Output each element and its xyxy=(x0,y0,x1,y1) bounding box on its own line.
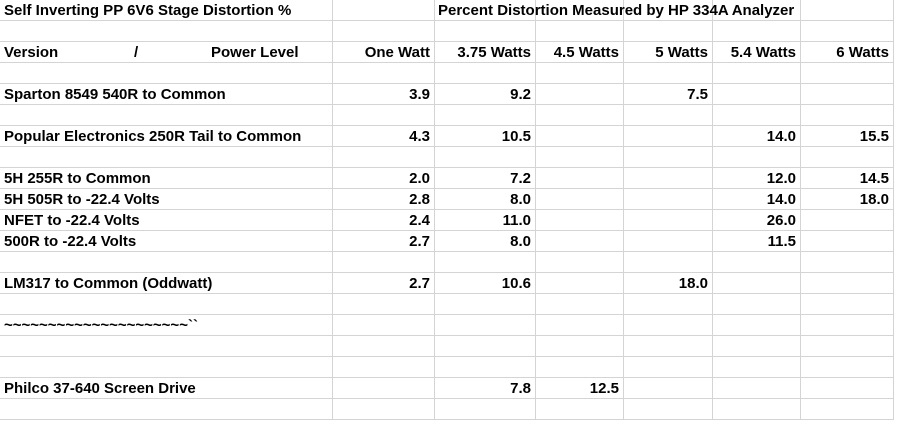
distortion-value[interactable]: 2.7 xyxy=(409,275,430,292)
grid-row-line xyxy=(0,188,893,189)
distortion-value[interactable]: 7.5 xyxy=(687,86,708,103)
row-label[interactable]: Philco 37-640 Screen Drive xyxy=(4,380,196,397)
distortion-value[interactable]: 2.4 xyxy=(409,212,430,229)
grid-row-line xyxy=(0,398,893,399)
row-label[interactable]: Sparton 8549 540R to Common xyxy=(4,86,226,103)
column-header[interactable]: One Watt xyxy=(364,44,430,61)
row-label[interactable]: Popular Electronics 250R Tail to Common xyxy=(4,128,302,145)
column-header[interactable]: 5 Watts xyxy=(655,44,708,61)
distortion-value[interactable]: 8.0 xyxy=(510,233,531,250)
grid-row-line xyxy=(0,251,893,252)
grid-row-line xyxy=(0,419,893,420)
distortion-value[interactable]: 8.0 xyxy=(510,191,531,208)
sheet-title[interactable]: Self Inverting PP 6V6 Stage Distortion % xyxy=(4,2,292,19)
distortion-value[interactable]: 11.5 xyxy=(767,233,796,250)
grid-column-line xyxy=(434,0,435,420)
distortion-value[interactable]: 11.0 xyxy=(502,212,531,229)
grid-column-line xyxy=(535,0,536,420)
grid-row-line xyxy=(0,356,893,357)
column-header[interactable]: 3.75 Watts xyxy=(457,44,531,61)
row-label[interactable]: 5H 255R to Common xyxy=(4,170,151,187)
distortion-value[interactable]: 14.5 xyxy=(859,170,889,187)
grid-column-line xyxy=(712,0,713,420)
row-label[interactable]: 5H 505R to -22.4 Volts xyxy=(4,191,160,208)
grid-row-line xyxy=(0,83,893,84)
grid-column-line xyxy=(893,0,894,420)
grid-row-line xyxy=(0,104,893,105)
row-label[interactable]: ~~~~~~~~~~~~~~~~~~~~~`` xyxy=(4,317,198,334)
header-power-level[interactable]: Power Level xyxy=(211,44,299,61)
distortion-value[interactable]: 14.0 xyxy=(766,128,796,145)
analyzer-title[interactable]: Percent Distortion Measured by HP 334A A… xyxy=(438,2,795,19)
grid-row-line xyxy=(0,377,893,378)
distortion-value[interactable]: 12.0 xyxy=(766,170,796,187)
distortion-value[interactable]: 26.0 xyxy=(766,212,796,229)
distortion-value[interactable]: 10.5 xyxy=(501,128,531,145)
column-header[interactable]: 4.5 Watts xyxy=(553,44,619,61)
distortion-value[interactable]: 2.8 xyxy=(409,191,430,208)
distortion-value[interactable]: 4.3 xyxy=(409,128,430,145)
grid-row-line xyxy=(0,314,893,315)
row-label[interactable]: LM317 to Common (Oddwatt) xyxy=(4,275,213,292)
distortion-value[interactable]: 12.5 xyxy=(589,380,619,397)
header-slash[interactable]: / xyxy=(134,44,139,61)
column-header[interactable]: 6 Watts xyxy=(836,44,889,61)
grid-row-line xyxy=(0,146,893,147)
distortion-value[interactable]: 2.7 xyxy=(409,233,430,250)
grid-row-line xyxy=(0,230,893,231)
grid-column-line xyxy=(332,0,333,420)
distortion-value[interactable]: 7.8 xyxy=(510,380,531,397)
column-header[interactable]: 5.4 Watts xyxy=(730,44,796,61)
grid-row-line xyxy=(0,125,893,126)
grid-row-line xyxy=(0,293,893,294)
grid-row-line xyxy=(0,209,893,210)
grid-row-line xyxy=(0,272,893,273)
distortion-value[interactable]: 15.5 xyxy=(859,128,889,145)
distortion-value[interactable]: 7.2 xyxy=(510,170,531,187)
grid-row-line xyxy=(0,62,893,63)
grid-row-line xyxy=(0,41,893,42)
grid-column-line xyxy=(623,0,624,420)
grid-row-line xyxy=(0,20,893,21)
grid-row-line xyxy=(0,167,893,168)
distortion-value[interactable]: 10.6 xyxy=(501,275,531,292)
distortion-value[interactable]: 18.0 xyxy=(859,191,889,208)
distortion-value[interactable]: 9.2 xyxy=(510,86,531,103)
row-label[interactable]: 500R to -22.4 Volts xyxy=(4,233,137,250)
distortion-value[interactable]: 3.9 xyxy=(409,86,430,103)
distortion-value[interactable]: 18.0 xyxy=(678,275,708,292)
grid-row-line xyxy=(0,335,893,336)
grid-column-line xyxy=(800,0,801,420)
row-label[interactable]: NFET to -22.4 Volts xyxy=(4,212,140,229)
distortion-value[interactable]: 14.0 xyxy=(766,191,796,208)
distortion-value[interactable]: 2.0 xyxy=(409,170,430,187)
header-version[interactable]: Version xyxy=(4,44,59,61)
